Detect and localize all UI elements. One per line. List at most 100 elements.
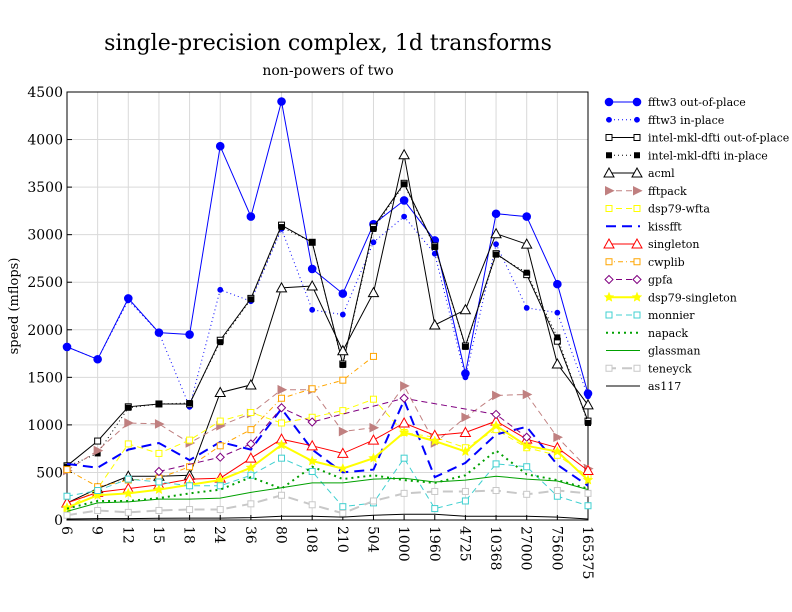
data-point xyxy=(553,492,561,500)
legend-label: monnier xyxy=(648,309,695,322)
data-point xyxy=(247,296,254,303)
legend-marker xyxy=(634,152,640,159)
data-point xyxy=(428,318,441,330)
data-point xyxy=(247,426,255,434)
data-point xyxy=(186,482,194,490)
legend-label: dsp79-singleton xyxy=(648,291,737,304)
data-point xyxy=(155,506,163,514)
legend-item: glassman xyxy=(606,345,700,358)
x-tick-label: 6 xyxy=(58,526,74,535)
y-tick-label: 500 xyxy=(36,465,63,481)
series-11 xyxy=(61,420,594,513)
data-point xyxy=(585,393,591,400)
data-point xyxy=(461,497,469,505)
data-point xyxy=(306,279,319,291)
data-point xyxy=(462,374,469,381)
y-tick-label: 2000 xyxy=(27,323,63,339)
data-point xyxy=(245,462,257,473)
y-tick-label: 1000 xyxy=(27,418,63,434)
data-point xyxy=(553,487,561,495)
data-point xyxy=(124,475,132,483)
legend-marker xyxy=(634,116,640,123)
data-point xyxy=(306,455,318,466)
series-3 xyxy=(64,181,591,470)
data-point xyxy=(64,343,70,350)
legend-item: teneyck xyxy=(605,362,692,375)
data-point xyxy=(521,440,533,451)
legend-marker xyxy=(604,97,614,107)
x-tick-label: 75600 xyxy=(548,526,564,571)
data-point xyxy=(551,357,564,369)
legend-marker xyxy=(633,258,641,266)
data-point xyxy=(400,454,408,462)
data-point xyxy=(215,141,225,151)
data-point xyxy=(186,436,194,444)
x-tick-label: 27000 xyxy=(518,526,534,571)
data-point xyxy=(275,281,288,293)
data-point xyxy=(156,329,162,336)
series-line xyxy=(66,215,589,409)
legend-label: singleton xyxy=(648,238,699,251)
data-point xyxy=(553,432,563,443)
data-point xyxy=(276,439,287,450)
legend-marker xyxy=(632,97,642,107)
legend-item: gpfa xyxy=(604,274,673,287)
legend-label: fftpack xyxy=(648,185,687,198)
data-point xyxy=(522,389,533,400)
data-point xyxy=(245,452,257,463)
data-point xyxy=(429,435,441,446)
y-tick-label: 1500 xyxy=(27,370,63,386)
data-point xyxy=(461,487,469,495)
legend-item: acml xyxy=(603,166,675,180)
axes: 0 500 1000 1500 2000 2500 3000 3500 4000 4500 6 9 12… xyxy=(27,85,595,579)
legend-marker xyxy=(606,152,612,159)
x-tick-label: 36 xyxy=(242,526,258,544)
legend-label: kissfft xyxy=(648,220,682,233)
data-point xyxy=(523,269,530,276)
data-point xyxy=(490,420,502,431)
data-point xyxy=(308,467,316,475)
data-point xyxy=(185,330,194,339)
legend-item: fftw3 in-place xyxy=(606,114,724,127)
legend-label: dsp79-wfta xyxy=(648,203,710,216)
legend-marker xyxy=(631,166,643,178)
data-point xyxy=(186,400,193,407)
data-point xyxy=(278,454,286,462)
series-line xyxy=(66,489,589,517)
data-point xyxy=(523,305,530,311)
data-point xyxy=(309,239,316,246)
data-point xyxy=(92,489,104,500)
data-point xyxy=(370,225,377,232)
legend-item: cwplib xyxy=(605,256,685,269)
data-point xyxy=(122,487,134,498)
data-point xyxy=(491,409,501,420)
legend-marker xyxy=(633,364,641,372)
data-point xyxy=(94,487,102,495)
data-point xyxy=(523,463,531,471)
y-tick-label: 0 xyxy=(54,513,63,529)
data-point xyxy=(277,384,288,395)
data-point xyxy=(155,449,163,457)
legend-label: intel-mkl-dfti out-of-place xyxy=(648,132,789,145)
data-point xyxy=(247,409,255,417)
legend-marker xyxy=(604,274,614,285)
legend-label: cwplib xyxy=(648,256,685,269)
legend-marker xyxy=(603,291,615,302)
data-point xyxy=(278,419,286,427)
data-point xyxy=(431,505,439,513)
x-tick-label: 18 xyxy=(181,526,197,544)
data-point xyxy=(400,381,410,391)
data-point xyxy=(460,445,471,457)
plot-frame xyxy=(66,91,589,521)
series-4 xyxy=(61,148,594,508)
series-line xyxy=(66,424,589,509)
data-point xyxy=(63,492,71,500)
legend-marker xyxy=(603,166,615,178)
legend-marker xyxy=(605,258,613,266)
data-point xyxy=(582,474,594,485)
legend-item: dsp79-singleton xyxy=(603,291,737,304)
legend-marker xyxy=(631,291,643,302)
x-tick-label: 165375 xyxy=(579,526,595,579)
series-6 xyxy=(63,395,592,513)
data-point xyxy=(398,416,410,428)
